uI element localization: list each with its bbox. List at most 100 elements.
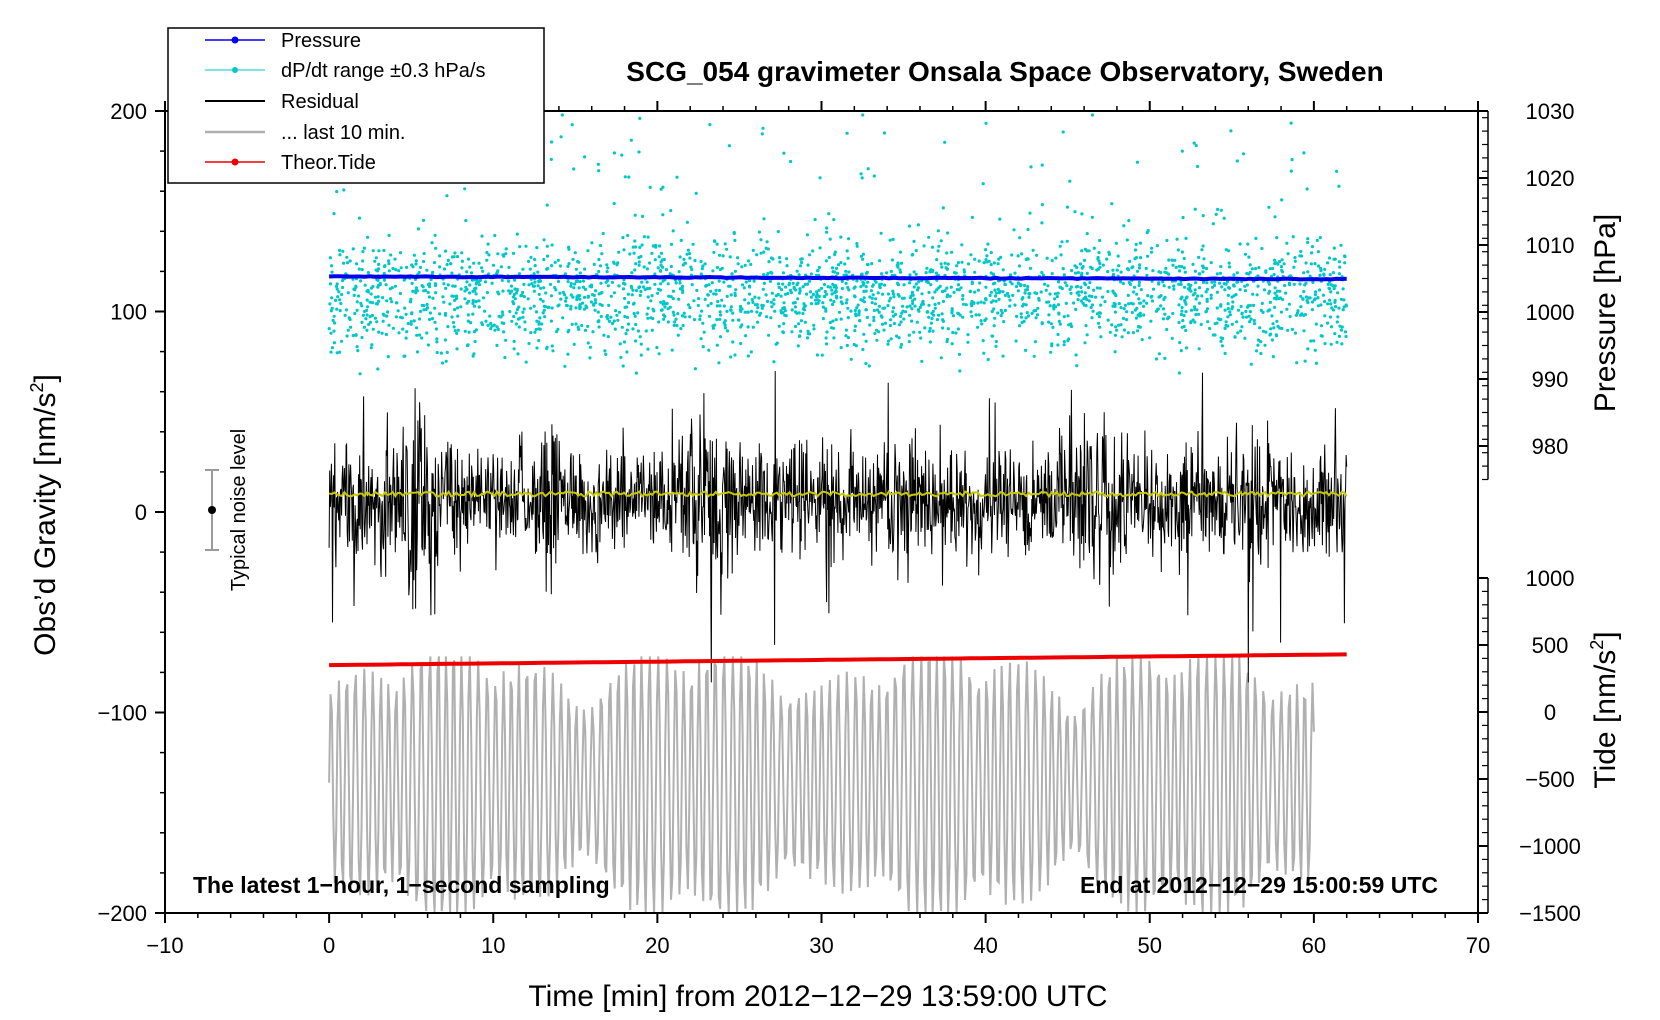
dpdt-point bbox=[878, 259, 882, 263]
dpdt-point bbox=[1304, 281, 1308, 285]
dpdt-point bbox=[1337, 334, 1341, 338]
dpdt-point bbox=[1090, 294, 1094, 299]
dpdt-point bbox=[509, 284, 514, 288]
dpdt-point bbox=[706, 293, 710, 297]
dpdt-point bbox=[521, 310, 525, 314]
dpdt-point bbox=[1267, 291, 1271, 295]
dpdt-point bbox=[734, 288, 738, 292]
dpdt-point bbox=[731, 311, 735, 315]
dpdt-point bbox=[668, 305, 672, 309]
dpdt-point bbox=[1149, 319, 1153, 323]
dpdt-point bbox=[349, 325, 353, 329]
dpdt-point bbox=[1001, 268, 1005, 272]
tide-tick-label: 1000 bbox=[1526, 566, 1575, 591]
dpdt-point bbox=[831, 319, 835, 323]
dpdt-point bbox=[1178, 269, 1182, 273]
dpdt-point bbox=[496, 252, 500, 256]
dpdt-point bbox=[671, 310, 675, 314]
dpdt-point bbox=[452, 325, 456, 329]
dpdt-point bbox=[653, 272, 657, 276]
dpdt-point bbox=[1240, 325, 1244, 329]
dpdt-point bbox=[332, 341, 336, 345]
dpdt-point bbox=[830, 292, 834, 296]
dpdt-point bbox=[1012, 228, 1016, 232]
dpdt-point bbox=[695, 288, 699, 293]
dpdt-point bbox=[340, 292, 344, 297]
dpdt-point bbox=[1329, 290, 1333, 294]
dpdt-point bbox=[610, 321, 615, 326]
dpdt-point bbox=[927, 315, 931, 319]
dpdt-point bbox=[501, 313, 505, 317]
dpdt-point bbox=[1138, 301, 1142, 305]
dpdt-point bbox=[818, 176, 822, 180]
dpdt-point bbox=[1310, 245, 1314, 249]
dpdt-point bbox=[360, 335, 364, 340]
dpdt-point bbox=[927, 329, 932, 333]
dpdt-point bbox=[1319, 269, 1323, 273]
dpdt-point bbox=[910, 307, 914, 311]
dpdt-point bbox=[434, 291, 438, 295]
dpdt-point bbox=[386, 310, 390, 314]
dpdt-point bbox=[578, 280, 582, 284]
dpdt-point bbox=[941, 299, 946, 303]
dpdt-point bbox=[1249, 362, 1253, 366]
dpdt-point bbox=[1138, 314, 1142, 318]
dpdt-point bbox=[366, 235, 370, 239]
dpdt-point bbox=[466, 319, 470, 323]
dpdt-point bbox=[634, 262, 638, 266]
dpdt-point bbox=[412, 253, 416, 257]
dpdt-point bbox=[846, 316, 850, 320]
dpdt-point bbox=[941, 326, 945, 330]
dpdt-point bbox=[1341, 287, 1345, 291]
dpdt-point bbox=[553, 286, 557, 290]
dpdt-point bbox=[685, 252, 689, 256]
dpdt-point bbox=[849, 309, 853, 313]
tide-tick-label: −1500 bbox=[1519, 901, 1581, 926]
dpdt-point bbox=[1127, 219, 1131, 223]
dpdt-point bbox=[526, 297, 530, 301]
dpdt-point bbox=[749, 350, 753, 354]
dpdt-point bbox=[898, 250, 903, 254]
dpdt-point bbox=[898, 268, 902, 272]
dpdt-point bbox=[1177, 282, 1181, 286]
dpdt-point bbox=[981, 182, 985, 186]
y-axis-title-left: Obs’d Gravity [nm/s2] bbox=[27, 374, 62, 656]
dpdt-point bbox=[933, 306, 937, 310]
dpdt-point bbox=[330, 270, 334, 274]
dpdt-point bbox=[989, 300, 994, 304]
dpdt-point bbox=[817, 294, 821, 298]
dpdt-point bbox=[637, 263, 641, 267]
y-left-tick-label: 200 bbox=[110, 99, 147, 124]
dpdt-point bbox=[1069, 285, 1073, 289]
dpdt-point bbox=[1097, 251, 1101, 255]
dpdt-point bbox=[417, 270, 421, 275]
dpdt-point bbox=[993, 294, 998, 298]
dpdt-point bbox=[438, 265, 442, 269]
dpdt-point bbox=[1306, 347, 1310, 351]
dpdt-point bbox=[1313, 348, 1317, 352]
dpdt-point bbox=[446, 258, 450, 262]
dpdt-point bbox=[613, 327, 617, 331]
tick-layer: −10 0 10 20 30 40 50 60 70−200−10001002009809901… bbox=[97, 99, 1580, 958]
dpdt-point bbox=[845, 298, 849, 302]
dpdt-point bbox=[725, 247, 729, 251]
dpdt-point bbox=[634, 288, 639, 293]
dpdt-point bbox=[1087, 299, 1091, 303]
dpdt-point bbox=[989, 263, 993, 267]
dpdt-point bbox=[1225, 280, 1230, 284]
dpdt-point bbox=[956, 327, 961, 331]
dpdt-point bbox=[1182, 256, 1186, 261]
dpdt-point bbox=[652, 309, 656, 313]
dpdt-point bbox=[1226, 315, 1230, 319]
dpdt-point bbox=[581, 301, 585, 305]
dpdt-point bbox=[958, 313, 962, 317]
dpdt-point bbox=[1258, 326, 1262, 330]
dpdt-point bbox=[1048, 292, 1052, 296]
dpdt-point bbox=[345, 261, 350, 265]
dpdt-point bbox=[816, 269, 820, 273]
dpdt-point bbox=[692, 318, 697, 322]
dpdt-point bbox=[607, 319, 612, 323]
dpdt-point bbox=[1025, 257, 1029, 261]
dpdt-point bbox=[912, 239, 916, 243]
dpdt-point bbox=[892, 295, 896, 299]
